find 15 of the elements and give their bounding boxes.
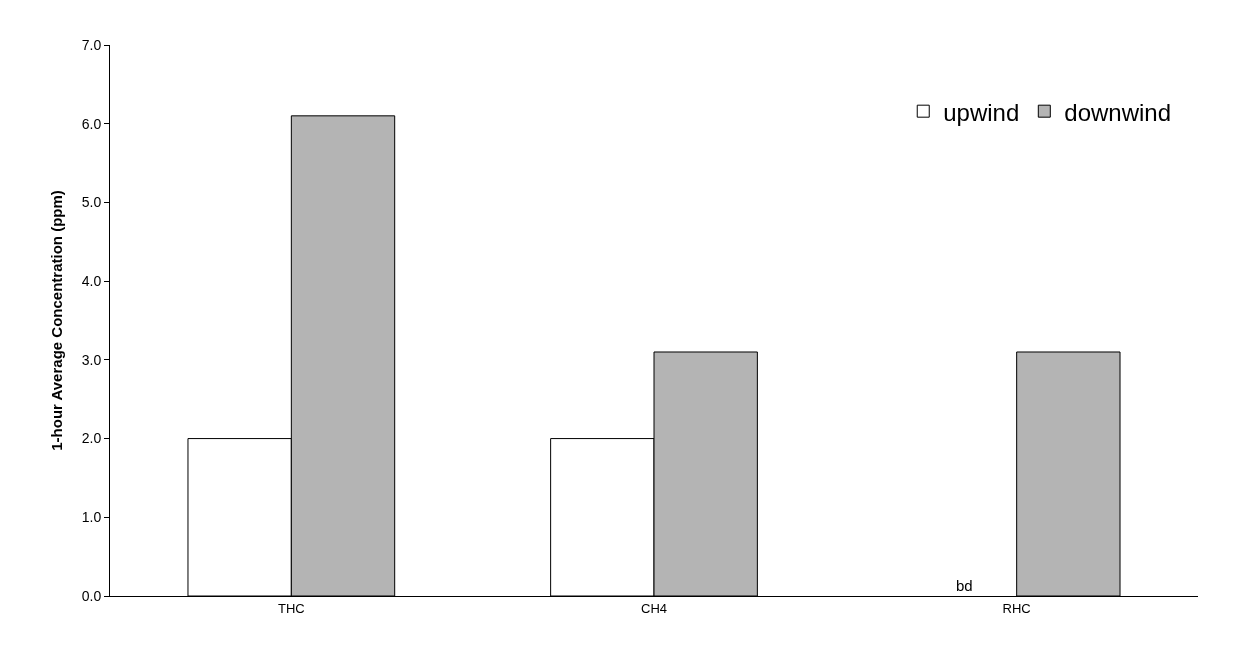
y-tick-label: 5.0 bbox=[81, 194, 102, 211]
y-tick-label: 4.0 bbox=[81, 273, 102, 290]
y-axis-title: 1-hour Average Concentration (ppm) bbox=[47, 190, 65, 451]
y-tick-label: 0.0 bbox=[81, 587, 102, 604]
annotation: bd bbox=[956, 577, 973, 594]
x-tick-label: CH4 bbox=[640, 600, 668, 616]
legend-label: upwind bbox=[943, 98, 1020, 126]
x-tick-label: THC bbox=[277, 600, 305, 616]
y-tick-label: 2.0 bbox=[81, 430, 102, 447]
y-tick-label: 7.0 bbox=[81, 36, 102, 53]
y-tick-label: 1.0 bbox=[81, 509, 102, 526]
legend-label: downwind bbox=[1064, 98, 1172, 126]
x-tick-label: RHC bbox=[1002, 600, 1031, 616]
y-tick-label: 6.0 bbox=[81, 115, 102, 132]
y-tick-label: 3.0 bbox=[81, 351, 102, 368]
